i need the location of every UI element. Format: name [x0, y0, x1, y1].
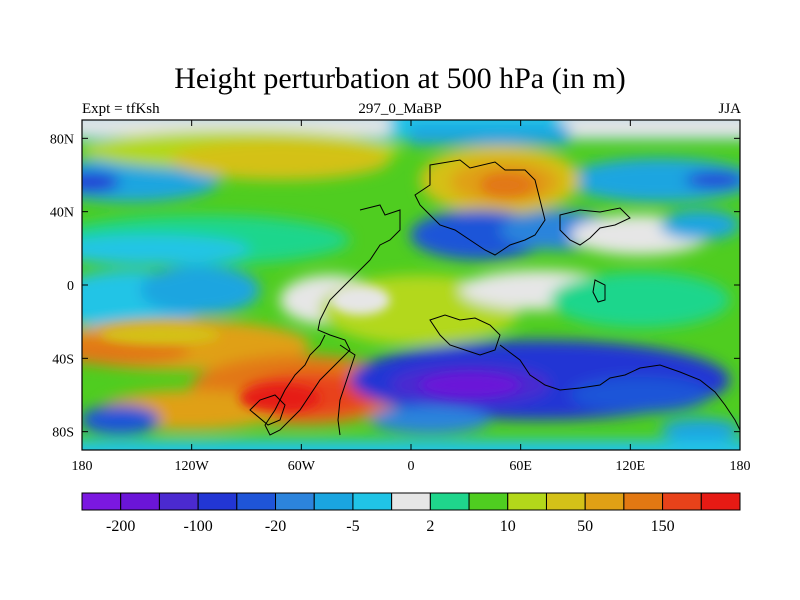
x-tick-label: 0 — [408, 459, 415, 474]
colorbar-box — [507, 492, 547, 511]
colorbar-label: 10 — [500, 518, 516, 535]
chart-title: Height perturbation at 500 hPa (in m) — [174, 62, 626, 95]
colorbar-label: -200 — [106, 518, 135, 535]
colorbar-box — [584, 492, 625, 511]
experiment-label: Expt = tfKsh — [82, 101, 160, 117]
colorbar-label: -100 — [183, 518, 212, 535]
colorbar-box — [275, 492, 315, 511]
colorbar-box — [352, 492, 393, 511]
y-tick-label: 80N — [50, 132, 74, 147]
colorbar-box — [313, 492, 354, 511]
colorbar-box — [623, 492, 664, 511]
y-tick-label: 0 — [67, 279, 74, 294]
colorbar-box — [391, 492, 431, 511]
colorbar-box — [545, 492, 586, 511]
y-tick-label: 40S — [52, 352, 74, 367]
x-tick-label: 180 — [730, 459, 751, 474]
y-tick-label: 80S — [52, 426, 74, 441]
x-tick-label: 60E — [509, 459, 532, 474]
colorbar-label: 2 — [426, 518, 434, 535]
colorbar-box — [81, 492, 122, 511]
colorbar-box — [700, 492, 741, 511]
colorbar-box — [120, 492, 160, 511]
y-tick-label: 40N — [50, 206, 74, 221]
colorbar-label: -20 — [265, 518, 286, 535]
colorbar-box — [468, 492, 509, 511]
colorbar-label: -5 — [346, 518, 359, 535]
colorbar-label: 50 — [577, 518, 593, 535]
case-label: 297_0_MaBP — [358, 101, 442, 117]
colorbar-box — [236, 492, 277, 511]
x-tick-label: 180 — [72, 459, 93, 474]
x-tick-label: 120E — [616, 459, 646, 474]
continent-outline — [249, 159, 740, 436]
colorbar-box — [197, 492, 238, 511]
contour-fill — [82, 120, 740, 450]
x-tick-label: 60W — [288, 459, 316, 474]
colorbar-box — [429, 492, 470, 511]
season-label: JJA — [718, 101, 741, 117]
colorbar-box — [158, 492, 199, 511]
colorbar-box — [662, 492, 702, 511]
colorbar-label: 150 — [651, 518, 675, 535]
x-tick-label: 120W — [175, 459, 210, 474]
